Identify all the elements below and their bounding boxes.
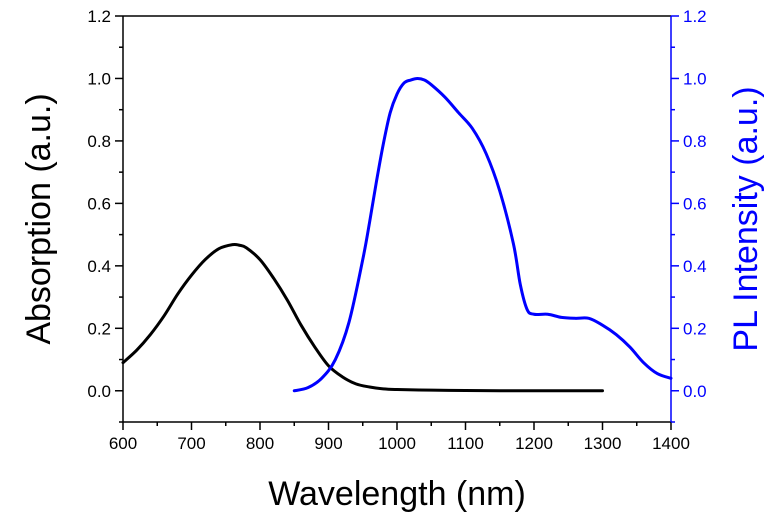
right-y-tick-label: 1.2 <box>683 7 707 26</box>
x-tick-label: 1400 <box>652 434 690 453</box>
x-axis-title: Wavelength (nm) <box>268 475 526 513</box>
x-tick-label: 700 <box>177 434 205 453</box>
x-tick-label: 1000 <box>378 434 416 453</box>
left-y-tick-label: 0.0 <box>87 382 111 401</box>
x-tick-label: 1200 <box>515 434 553 453</box>
right-y-tick-label: 0.6 <box>683 194 707 213</box>
x-tick-label: 1300 <box>584 434 622 453</box>
right-y-tick-label: 0.4 <box>683 257 707 276</box>
right-y-tick-label: 0.2 <box>683 319 707 338</box>
left-y-axis: 0.0 0.2 0.4 0.6 0.8 1.0 1.2 <box>87 7 123 423</box>
right-y-tick-label: 1.0 <box>683 69 707 88</box>
left-y-tick-label: 0.4 <box>87 257 111 276</box>
left-y-tick-label: 0.6 <box>87 194 111 213</box>
x-tick-label: 1100 <box>447 434 484 453</box>
left-y-axis-title: Absorption (a.u.) <box>20 93 58 344</box>
x-tick-label: 900 <box>314 434 342 453</box>
right-y-tick-label: 0.8 <box>683 132 707 151</box>
right-y-axis: 0.0 0.2 0.4 0.6 0.8 1.0 1.2 <box>671 7 707 423</box>
left-y-tick-label: 0.8 <box>87 132 111 151</box>
pl-intensity-line <box>292 76 673 393</box>
series-layer <box>121 76 673 393</box>
right-y-axis-title: PL Intensity (a.u.) <box>727 86 765 351</box>
plot-frame <box>122 15 672 423</box>
right-y-tick-label: 0.0 <box>683 382 707 401</box>
x-tick-label: 600 <box>109 434 137 453</box>
x-axis: 600 700 800 900 1000 1100 1200 1300 1400 <box>109 422 690 453</box>
left-y-tick-label: 0.2 <box>87 319 111 338</box>
x-tick-label: 800 <box>246 434 274 453</box>
left-y-tick-label: 1.0 <box>87 69 111 88</box>
left-y-tick-label: 1.2 <box>87 7 111 26</box>
absorption-line <box>121 242 604 393</box>
